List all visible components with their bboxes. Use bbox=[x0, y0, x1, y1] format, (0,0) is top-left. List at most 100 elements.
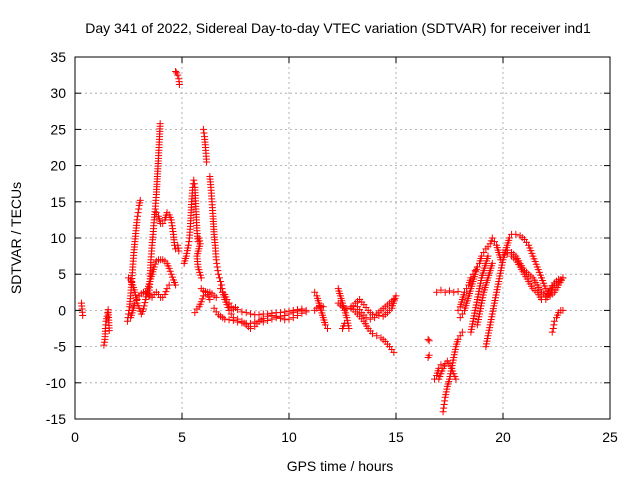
data-point-marker bbox=[264, 310, 272, 318]
data-point-marker bbox=[159, 220, 167, 228]
data-point-marker bbox=[105, 327, 113, 335]
x-tick-label: 0 bbox=[71, 429, 79, 445]
data-point-marker bbox=[172, 67, 180, 75]
data-point-marker bbox=[548, 328, 556, 336]
data-point-marker bbox=[559, 274, 567, 282]
data-point-marker bbox=[503, 246, 511, 254]
data-point-marker bbox=[456, 314, 464, 322]
data-point-marker bbox=[368, 330, 376, 338]
data-point-marker bbox=[131, 299, 139, 307]
data-points bbox=[77, 67, 567, 416]
data-point-marker bbox=[184, 241, 192, 249]
data-point-marker bbox=[268, 309, 276, 317]
data-point-marker bbox=[225, 304, 233, 312]
data-point-marker bbox=[133, 296, 141, 304]
y-tick-label: -15 bbox=[46, 411, 66, 427]
data-point-marker bbox=[550, 321, 558, 329]
data-point-marker bbox=[486, 240, 494, 248]
data-point-marker bbox=[168, 273, 176, 281]
data-point-marker bbox=[437, 361, 445, 369]
data-point-marker bbox=[210, 304, 218, 312]
data-point-marker bbox=[175, 81, 183, 89]
data-point-marker bbox=[234, 306, 242, 314]
data-point-marker bbox=[559, 306, 567, 314]
data-point-marker bbox=[217, 285, 225, 293]
data-point-marker bbox=[174, 244, 182, 252]
data-point-marker bbox=[234, 315, 242, 323]
data-point-marker bbox=[141, 299, 149, 307]
data-point-marker bbox=[185, 238, 193, 246]
data-point-marker bbox=[197, 298, 205, 306]
y-tick-label: 30 bbox=[50, 85, 66, 101]
data-point-marker bbox=[206, 296, 214, 304]
x-tick-label: 5 bbox=[178, 429, 186, 445]
data-point-marker bbox=[139, 305, 147, 313]
data-point-marker bbox=[339, 303, 346, 311]
data-point-marker bbox=[390, 348, 398, 356]
data-point-marker bbox=[238, 308, 246, 316]
data-point-marker bbox=[221, 315, 229, 323]
y-axis-label: SDTVAR / TECUs bbox=[8, 182, 24, 294]
y-tick-label: -5 bbox=[54, 339, 67, 355]
data-point-marker bbox=[276, 309, 284, 317]
data-point-marker bbox=[460, 288, 468, 296]
data-point-marker bbox=[246, 325, 254, 332]
data-point-marker bbox=[441, 397, 449, 405]
data-point-marker bbox=[246, 310, 254, 318]
data-point-marker bbox=[425, 351, 433, 359]
data-point-marker bbox=[294, 306, 302, 314]
data-point-marker bbox=[505, 234, 513, 242]
data-point-marker bbox=[100, 341, 108, 349]
grid bbox=[75, 57, 610, 419]
data-point-marker bbox=[163, 285, 171, 293]
data-point-marker bbox=[321, 321, 329, 329]
data-point-marker bbox=[490, 238, 498, 246]
data-point-marker bbox=[446, 287, 453, 295]
data-point-marker bbox=[467, 274, 475, 282]
data-point-marker bbox=[456, 332, 464, 340]
data-point-marker bbox=[488, 259, 496, 267]
data-point-marker bbox=[136, 196, 144, 204]
data-point-marker bbox=[223, 296, 231, 304]
data-point-marker bbox=[125, 310, 132, 318]
data-point-marker bbox=[227, 310, 235, 318]
data-point-marker bbox=[215, 274, 223, 282]
y-tick-label: 20 bbox=[50, 158, 66, 174]
data-point-marker bbox=[156, 120, 164, 128]
x-tick-label: 25 bbox=[602, 429, 618, 445]
data-point-marker bbox=[285, 307, 293, 315]
data-point-marker bbox=[191, 309, 199, 317]
data-point-marker bbox=[478, 252, 486, 260]
data-point-marker bbox=[214, 267, 222, 275]
data-point-marker bbox=[473, 263, 481, 271]
data-point-marker bbox=[324, 325, 332, 332]
data-point-marker bbox=[281, 308, 289, 316]
data-point-marker bbox=[79, 311, 87, 319]
data-point-marker bbox=[134, 209, 142, 217]
data-point-marker bbox=[161, 290, 169, 298]
data-point-marker bbox=[152, 209, 160, 217]
y-tick-label: 0 bbox=[58, 302, 66, 318]
data-point-marker bbox=[200, 129, 208, 137]
data-point-marker bbox=[437, 286, 445, 294]
data-point-marker bbox=[440, 401, 448, 409]
data-point-marker bbox=[213, 263, 221, 271]
data-point-marker bbox=[433, 288, 441, 296]
data-point-marker bbox=[371, 314, 379, 322]
data-point-marker bbox=[213, 259, 221, 267]
x-tick-label: 15 bbox=[388, 429, 404, 445]
data-point-marker bbox=[217, 277, 225, 285]
data-point-marker bbox=[174, 241, 182, 249]
data-point-marker bbox=[512, 230, 520, 238]
data-point-marker bbox=[487, 237, 495, 245]
y-tick-label: 15 bbox=[50, 194, 66, 210]
data-point-marker bbox=[484, 252, 492, 260]
data-point-marker bbox=[441, 288, 449, 296]
data-point-marker bbox=[550, 317, 558, 325]
data-point-marker bbox=[373, 332, 381, 340]
y-tick-label: 35 bbox=[50, 49, 66, 65]
data-point-marker bbox=[458, 310, 466, 318]
data-point-marker bbox=[166, 267, 174, 275]
data-point-marker bbox=[450, 288, 458, 296]
